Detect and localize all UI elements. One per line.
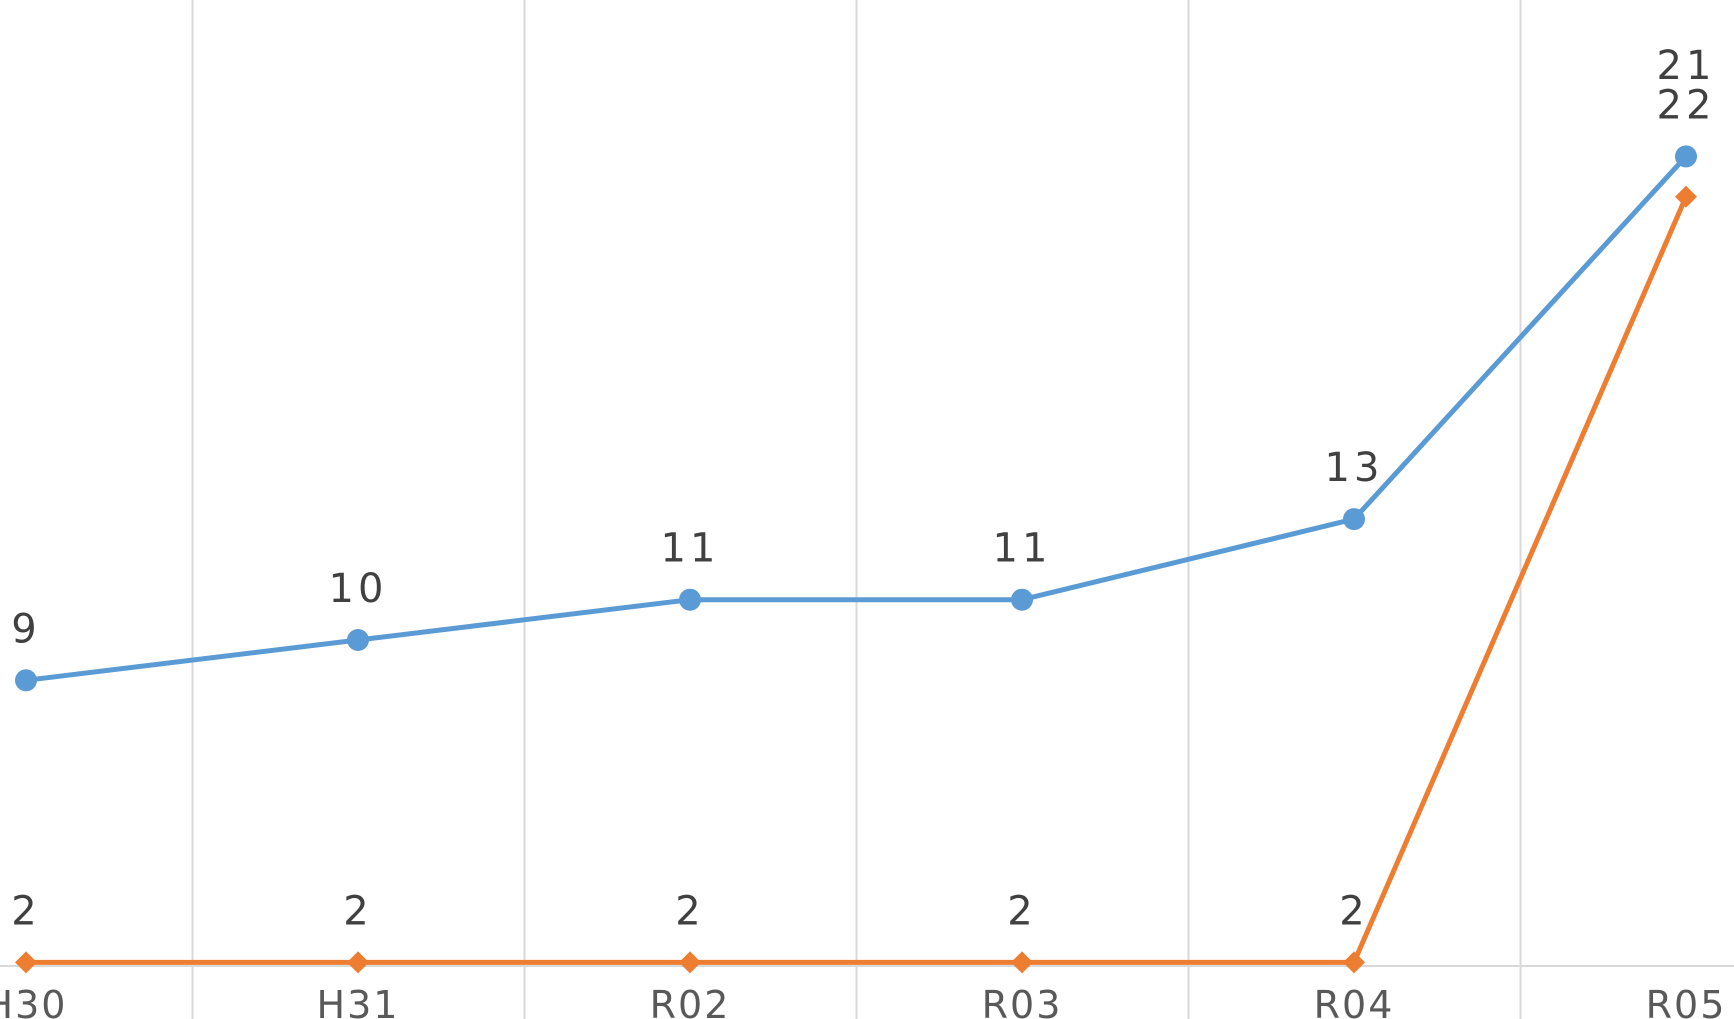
series-1-point (1011, 588, 1033, 611)
series-1-point (347, 629, 369, 651)
gridlines (191, 0, 1522, 1019)
series-2-data-label: 2 (675, 888, 704, 934)
series-2-point (15, 951, 37, 974)
series-1-point (679, 588, 701, 611)
series-2-data-label: 2 (11, 888, 40, 934)
series-2-point (1675, 185, 1697, 208)
x-tick-label: H31 (317, 983, 400, 1019)
series-1-line (23, 153, 1689, 683)
x-tick-label: R03 (982, 983, 1063, 1019)
series-1-point (1343, 508, 1365, 531)
x-axis: H30 H31 R02 R03 R04 R05 (0, 965, 1734, 1019)
series-2-data-label: 21 (1657, 43, 1716, 89)
series-1-data-label: 9 (11, 606, 40, 652)
x-tick-label: R05 (1646, 983, 1727, 1019)
series-1-data-label: 13 (1325, 445, 1384, 491)
x-tick-label: R02 (650, 983, 731, 1019)
series-2-point (1011, 951, 1033, 974)
series-1-data-label: 22 (1657, 82, 1716, 128)
x-tick-label: R04 (1314, 983, 1395, 1019)
series-2-point (679, 951, 701, 974)
series-2-point (347, 951, 369, 974)
series-2-line (23, 194, 1689, 965)
series-1-data-label: 11 (661, 526, 720, 572)
x-tick-label: H30 (0, 983, 67, 1019)
series-1-data-label: 10 (329, 566, 388, 612)
series-2-data-label: 2 (1007, 888, 1036, 934)
series-markers (15, 145, 1697, 974)
series-lines (23, 153, 1689, 965)
series-1-data-label: 11 (993, 526, 1052, 572)
series-1-point (15, 669, 37, 692)
series-2-data-label: 2 (343, 888, 372, 934)
series-1-point (1675, 145, 1697, 168)
series-2-point (1343, 951, 1365, 974)
series-2-data-label: 2 (1339, 888, 1368, 934)
